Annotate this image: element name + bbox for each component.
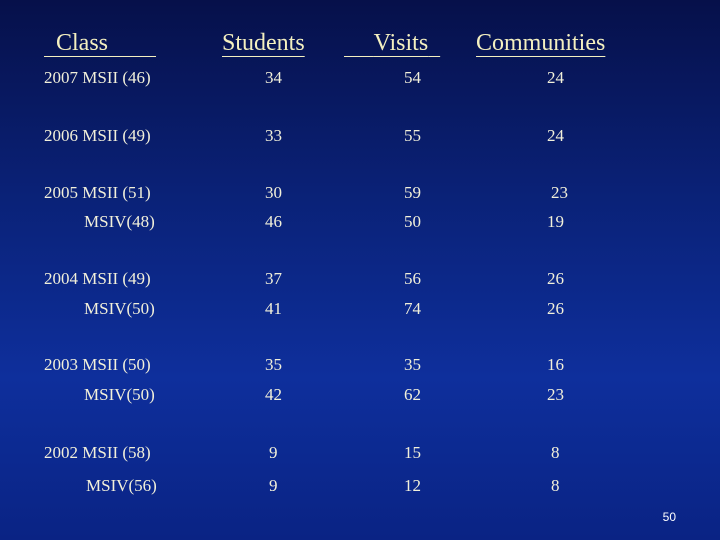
table-row-visits: 55 [404, 126, 421, 145]
table-row-class: MSIV(50) [84, 299, 155, 318]
header-communities: Communities [476, 30, 606, 56]
table-row-class: 2006 MSII (49) [44, 126, 151, 145]
table-row-class: 2005 MSII (51) [44, 183, 151, 202]
table-row-class: 2007 MSII (46) [44, 68, 151, 87]
table-row-visits: 62 [404, 385, 421, 404]
table-row-class: MSIV(48) [84, 212, 155, 231]
table-row-students: 35 [265, 355, 282, 374]
table-row-visits: 12 [404, 476, 421, 495]
header-class: Class [56, 30, 109, 56]
table-row-communities: 19 [547, 212, 564, 231]
table-row-class: 2003 MSII (50) [44, 355, 151, 374]
table-row-communities: 8 [551, 476, 560, 495]
table-row-communities: 24 [547, 68, 564, 87]
table-row-visits: 59 [404, 183, 421, 202]
table-row-students: 46 [265, 212, 282, 231]
table-row-class: 2002 MSII (58) [44, 443, 151, 462]
table-row-communities: 8 [551, 443, 560, 462]
table-row-students: 33 [265, 126, 282, 145]
table-row-visits: 15 [404, 443, 421, 462]
table-row-class: 2004 MSII (49) [44, 269, 151, 288]
table-row-students: 30 [265, 183, 282, 202]
table-row-class: MSIV(50) [84, 385, 155, 404]
table-row-visits: 74 [404, 299, 421, 318]
table-row-class: MSIV(56) [86, 476, 157, 495]
table-row-communities: 16 [547, 355, 564, 374]
table-row-students: 41 [265, 299, 282, 318]
table-row-visits: 54 [404, 68, 421, 87]
table-row-visits: 56 [404, 269, 421, 288]
table-row-students: 9 [269, 443, 278, 462]
table-row-students: 34 [265, 68, 282, 87]
page-number: 50 [662, 510, 676, 524]
table-row-students: 9 [269, 476, 278, 495]
table-row-communities: 23 [547, 385, 564, 404]
table-row-students: 42 [265, 385, 282, 404]
table-row-visits: 35 [404, 355, 421, 374]
table-row-communities: 26 [547, 269, 564, 288]
table-row-students: 37 [265, 269, 282, 288]
header-students: Students [222, 30, 305, 56]
table-row-communities: 23 [551, 183, 568, 202]
table-row-communities: 26 [547, 299, 564, 318]
table-row-visits: 50 [404, 212, 421, 231]
header-visits: Visits [373, 30, 429, 56]
table-row-communities: 24 [547, 126, 564, 145]
